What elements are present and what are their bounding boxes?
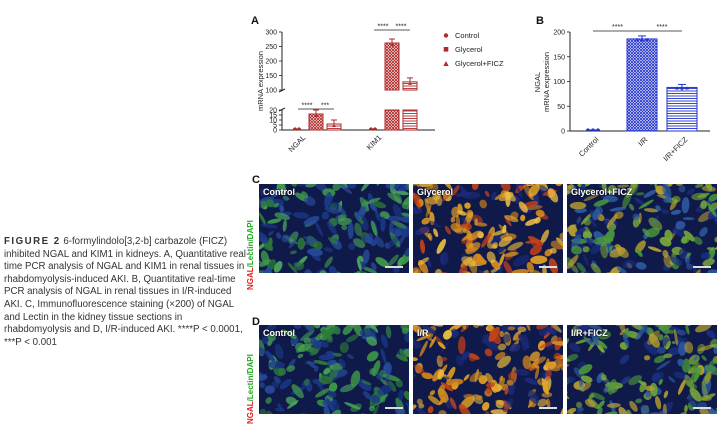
scale-bar bbox=[539, 407, 557, 409]
panel-b-letter: B bbox=[536, 15, 544, 27]
data-point-marker bbox=[640, 37, 644, 41]
micrograph-image bbox=[567, 184, 717, 273]
x-tick-label: NGAL bbox=[287, 133, 308, 154]
y-tick-label: 20 bbox=[269, 108, 277, 115]
micrograph-image bbox=[413, 184, 563, 273]
significance-label: **** bbox=[302, 103, 313, 110]
stain-label-d: NGAL/Lectin/DAPI bbox=[246, 354, 255, 424]
data-point-marker bbox=[332, 124, 336, 127]
scale-bar bbox=[693, 266, 711, 268]
significance-label: **** bbox=[612, 24, 623, 31]
micrograph-label: I/R+FICZ bbox=[571, 328, 608, 338]
scale-bar bbox=[539, 266, 557, 268]
y-axis-label-line1: NGAL bbox=[533, 72, 542, 92]
data-point-marker bbox=[314, 114, 318, 117]
axis-break-mark bbox=[278, 88, 286, 93]
data-point-marker bbox=[408, 81, 412, 85]
micrograph-image bbox=[567, 325, 717, 414]
micrograph-c-1: Control bbox=[259, 184, 409, 273]
panel-a-letter: A bbox=[251, 15, 259, 27]
x-tick-label: I/R bbox=[636, 135, 650, 149]
y-tick-label: 300 bbox=[265, 30, 277, 37]
bar-i-r-ficz bbox=[666, 86, 698, 132]
x-tick-label: KIM1 bbox=[365, 133, 384, 152]
figure-label: FIGURE 2 bbox=[4, 236, 61, 247]
bar-i-r bbox=[626, 38, 658, 132]
scale-bar bbox=[693, 407, 711, 409]
micrograph-d-1: Control bbox=[259, 325, 409, 414]
x-tick-label: Control bbox=[577, 135, 601, 159]
legend-marker-glycerol bbox=[443, 47, 449, 52]
data-point-marker bbox=[645, 37, 649, 41]
caption-text: 6-formylindolo[3,2-b] carbazole (FICZ) i… bbox=[4, 236, 250, 348]
significance-label: *** bbox=[321, 103, 329, 110]
y-tick-label: 0 bbox=[273, 128, 277, 135]
y-tick-label: 100 bbox=[553, 79, 565, 86]
micrograph-label: Control bbox=[263, 328, 295, 338]
y-tick-label: 15 bbox=[269, 113, 277, 120]
bar-glycerol bbox=[384, 42, 400, 91]
legend-label: Control bbox=[455, 31, 480, 40]
micrograph-label: Glycerol bbox=[417, 187, 454, 197]
micrograph-label: Control bbox=[263, 187, 295, 197]
panel-c-letter: C bbox=[252, 174, 260, 186]
y-tick-label: 150 bbox=[553, 54, 565, 61]
micrograph-label: Glycerol+FICZ bbox=[571, 187, 633, 197]
y-tick-label: 5 bbox=[273, 123, 277, 130]
micrograph-c-2: Glycerol bbox=[413, 184, 563, 273]
y-tick-label: 10 bbox=[269, 118, 277, 125]
y-tick-label: 50 bbox=[557, 104, 565, 111]
axis-break-mark bbox=[278, 107, 286, 112]
micrograph-image bbox=[259, 184, 409, 273]
y-tick-label: 150 bbox=[265, 73, 277, 80]
micrograph-d-2: I/R bbox=[413, 325, 563, 414]
y-axis-label: mRNA expression bbox=[256, 51, 265, 111]
y-axis-label-line2: mRNA expression bbox=[542, 52, 551, 112]
micrograph-image bbox=[413, 325, 563, 414]
micrograph-label: I/R bbox=[417, 328, 429, 338]
stain-label-c: NGAL/Lectin/DAPI bbox=[246, 220, 255, 290]
scale-bar bbox=[385, 407, 403, 409]
significance-label: **** bbox=[378, 24, 389, 31]
data-point-marker bbox=[675, 86, 679, 90]
data-point-marker bbox=[635, 37, 639, 41]
legend-label: Glycerol+FICZ bbox=[455, 59, 504, 68]
data-point-marker bbox=[390, 43, 394, 47]
significance-label: **** bbox=[657, 24, 668, 31]
x-tick-label: I/R+FICZ bbox=[661, 135, 689, 163]
legend-label: Glycerol bbox=[455, 45, 483, 54]
y-tick-label: 250 bbox=[265, 44, 277, 51]
panel-d-letter: D bbox=[252, 316, 260, 328]
bar-glycerol-lower bbox=[384, 109, 400, 131]
data-point-marker bbox=[680, 86, 684, 90]
bar-glycerol-ficz-lower bbox=[402, 109, 418, 131]
legend-marker-control bbox=[443, 33, 449, 38]
significance-label: **** bbox=[396, 24, 407, 31]
micrograph-image bbox=[259, 325, 409, 414]
figure-caption: FIGURE 2 6-formylindolo[3,2-b] carbazole… bbox=[4, 236, 250, 349]
y-tick-label: 0 bbox=[561, 129, 565, 136]
micrograph-d-3: I/R+FICZ bbox=[567, 325, 717, 414]
scale-bar bbox=[385, 266, 403, 268]
y-tick-label: 200 bbox=[553, 30, 565, 37]
chart-b: 0 50 100 150 200 NGAL mRNA expression Control I/… bbox=[533, 24, 710, 163]
y-tick-label: 100 bbox=[265, 88, 277, 95]
data-point-marker bbox=[685, 86, 689, 90]
legend-marker-ficz bbox=[443, 61, 449, 66]
micrograph-c-3: Glycerol+FICZ bbox=[567, 184, 717, 273]
y-tick-label: 200 bbox=[265, 59, 277, 66]
